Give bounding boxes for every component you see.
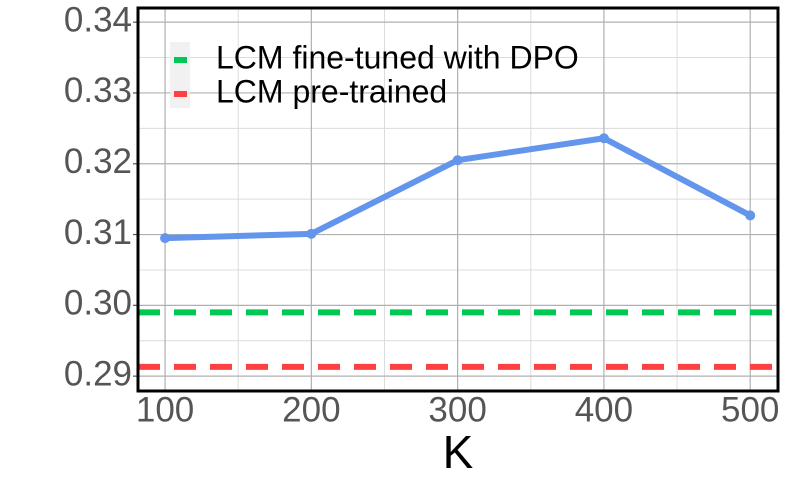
plot-frame [136,6,780,393]
x-axis-label: K [443,426,474,478]
point [160,233,171,244]
x-tick-label: 500 [721,390,779,429]
y-tick-label: 0.31 [64,213,132,252]
point [306,228,317,239]
y-tick-label: 0.32 [64,142,132,181]
x-tick-label: 200 [282,390,340,429]
legend-label: LCM pre-trained [216,73,447,109]
point [598,133,609,144]
point [452,155,463,166]
legend-background [170,42,190,108]
y-tick-label: 0.29 [64,354,132,393]
point [745,210,756,221]
x-tick-label: 100 [136,390,194,429]
legend-label: LCM fine-tuned with DPO [216,39,579,75]
x-tick-label: 300 [428,390,486,429]
x-tick-label: 400 [575,390,633,429]
y-tick-label: 0.30 [64,284,132,323]
y-tick-label: 0.33 [64,71,132,110]
y-tick-label: 0.34 [64,0,132,39]
